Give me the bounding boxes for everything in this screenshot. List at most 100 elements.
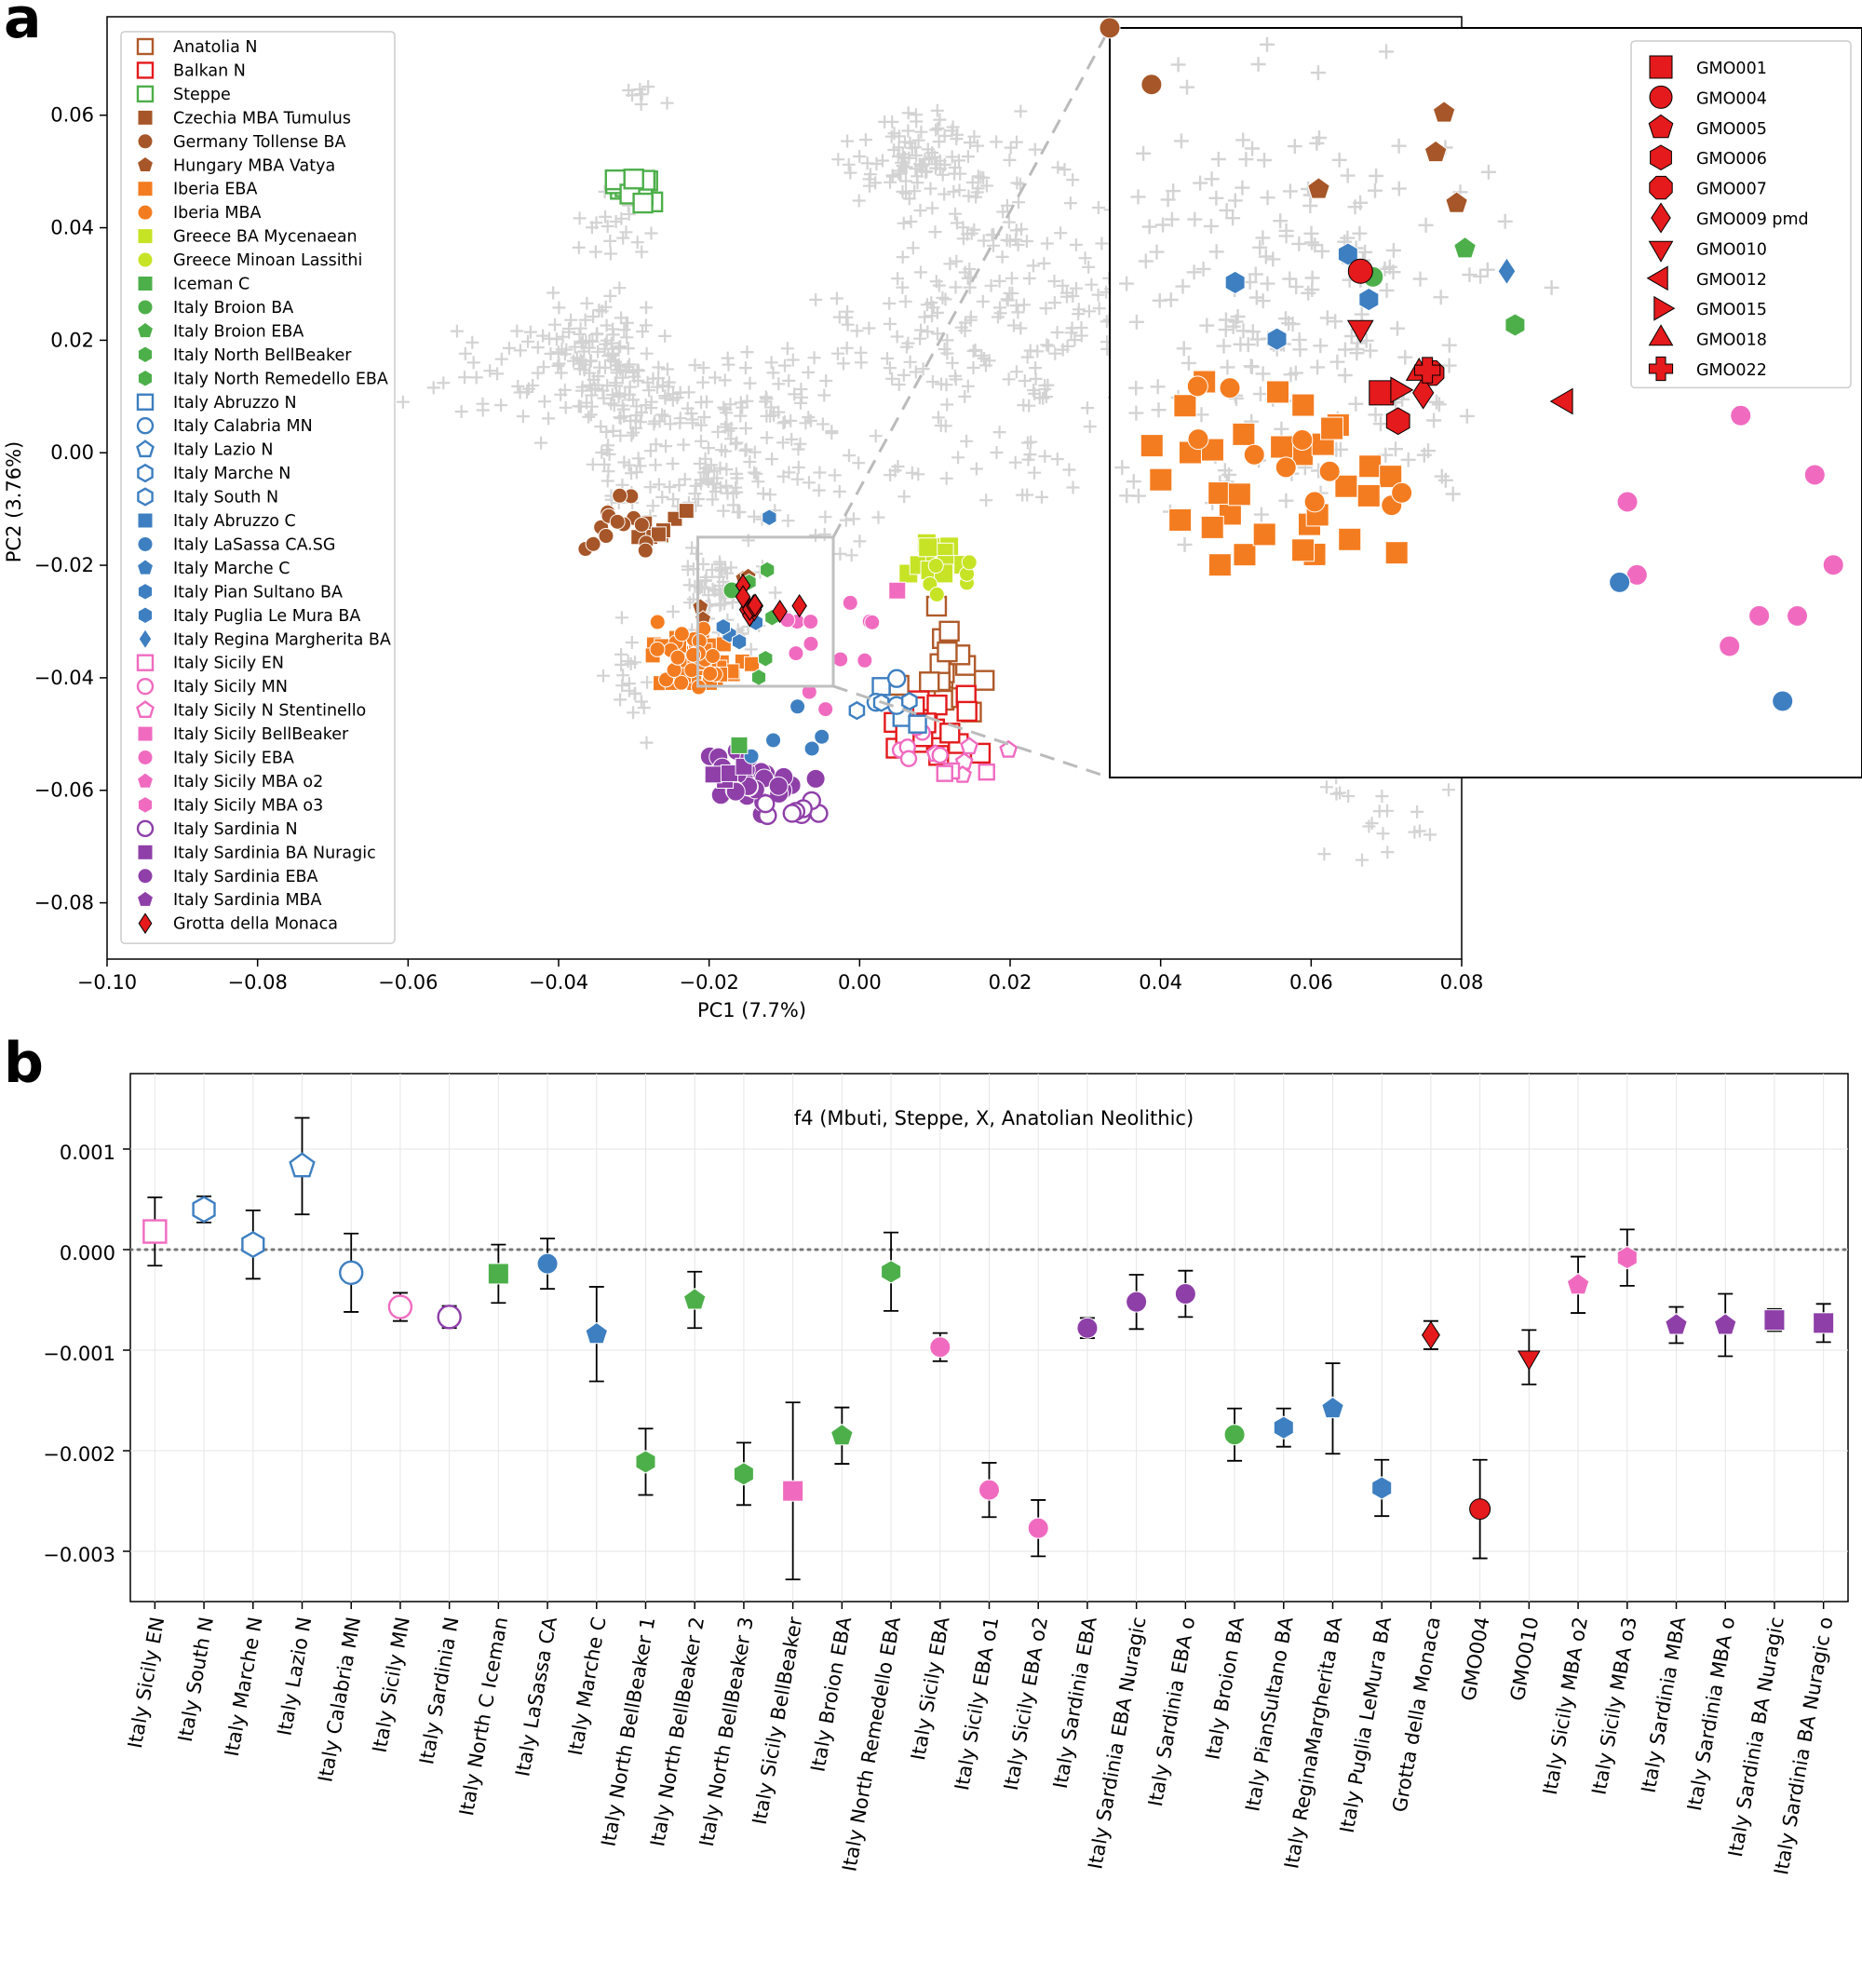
sample-point [918,537,938,558]
inset-sample-point [1200,438,1224,462]
sample-point [927,558,944,575]
sample-point [598,528,614,545]
x-tick-label: Italy Sicily MBA o2 [1539,1616,1592,1797]
inset-sample-point [1232,422,1256,446]
sample-point [832,651,849,668]
inset-sample-point [1252,522,1276,547]
sample-point [901,691,918,711]
f4-point [682,1288,707,1310]
legend-marker [136,890,155,907]
f4-point [635,1450,656,1474]
sample-point [926,694,948,716]
x-tick-label: 0.06 [1289,971,1333,994]
legend-label: Italy Sicily EN [173,655,284,673]
sample-point [632,192,654,214]
f4-point [881,1260,902,1284]
inset-legend-marker [1648,356,1674,382]
inset-sample-point [1200,515,1224,539]
x-tick-label: Italy Sicily EBA [907,1615,954,1762]
inset-gmo-point [1385,407,1410,436]
inset-sample-point [1291,393,1316,417]
legend-label: Italy Sardinia EBA [173,868,318,886]
f4-title: f4 (Mbuti, Steppe, X, Anatolian Neolithi… [794,1107,1194,1129]
inset-sample-point [1208,481,1232,506]
legend-marker [137,868,154,885]
sample-point [768,776,789,796]
inset-sample-point [1303,491,1326,513]
legend-marker [137,299,154,316]
f4-point [1223,1424,1246,1446]
legend-marker [137,725,154,742]
legend-marker [137,133,154,150]
x-tick-label: Italy Marche N [221,1616,267,1758]
inset-sample-point [1432,101,1456,123]
inset-sample-point [1497,257,1517,286]
inset-sample-point [1099,17,1121,39]
x-tick-label: Italy Sicily EBA o2 [1000,1616,1052,1792]
inset-sample-point [1270,435,1294,459]
inset-sample-point [1224,270,1246,295]
legend-label: Italy Sicily MN [173,678,288,696]
sample-point [978,763,995,781]
sample-point [919,671,940,693]
sample-point [702,665,719,682]
inset-sample-point [1266,327,1288,351]
legend-label: Greece Minoan Lassithi [173,251,362,270]
sample-point [673,626,690,642]
legend-label: Italy Regina Margherita BA [173,630,391,649]
inset-sample-point [1358,287,1380,312]
sample-point [673,674,690,691]
inset-sample-point [1186,375,1208,398]
sample-point [936,764,953,782]
f4-point [339,1260,364,1286]
sample-point [908,714,927,734]
sample-point [938,620,960,642]
y-tick-label: 0.001 [60,1142,115,1164]
legend-marker [138,628,153,650]
f4-point [241,1231,265,1259]
grotta-point [791,593,807,618]
pca-axes: −0.10 −0.08 −0.06 −0.04 −0.02 0.00 0.02 0.04 0.0… [3,104,1483,1021]
inset-sample-point [1334,474,1358,498]
sample-point [888,581,907,600]
legend-marker [136,654,155,671]
legend-label: Italy Sicily N Stentinello [173,702,366,721]
legend-label: Italy LaSassa CA.SG [173,535,335,554]
zoom-inset: GMO001 GMO004 GMO005 GMO006 GMO007 GMO009 pmd… [1099,17,1862,778]
legend-marker [136,156,155,172]
sample-point [704,765,722,784]
inset-legend-marker [1651,202,1671,234]
inset-sample-point [1391,481,1413,504]
f4-point [387,1294,413,1319]
inset-legend-label: GMO015 [1696,301,1767,319]
f4-point [929,1336,951,1359]
inset-legend-label: GMO018 [1696,331,1767,350]
x-tick-label: Italy PianSultano BA [1241,1615,1297,1813]
sample-point [999,739,1019,758]
inset-sample-point [1338,527,1362,551]
inset-sample-point [1318,460,1341,482]
f4-point [1665,1313,1688,1335]
inset-sample-point [1356,483,1381,507]
sample-point [756,793,776,814]
sample-point [974,669,995,691]
inset-legend-label: GMO005 [1696,120,1767,139]
f4-point [142,1219,168,1244]
x-axis-label: PC1 (7.7%) [697,999,806,1021]
sample-point [705,648,722,665]
sample-point [961,554,978,571]
x-tick-label: Italy Sicily MBA o3 [1587,1616,1640,1797]
legend-label: Italy Pian Sultano BA [173,583,343,602]
x-tick-label: Italy Marche C [564,1616,611,1757]
f4-point [1027,1517,1049,1539]
x-tick-label: Italy Sicily BellBeaker [749,1615,807,1826]
legend-label: Greece BA Mycenaean [173,228,358,247]
f4-statistics-plot: f4 (Mbuti, Steppe, X, Anatolian Neolithi… [43,1073,1850,1876]
inset-legend-label: GMO010 [1696,240,1767,259]
x-tick-label: Italy Lazio N [273,1616,316,1738]
sample-point [817,701,834,718]
f4-point [536,1252,559,1275]
legend-marker [137,251,154,268]
inset-sample-point [1384,541,1409,565]
